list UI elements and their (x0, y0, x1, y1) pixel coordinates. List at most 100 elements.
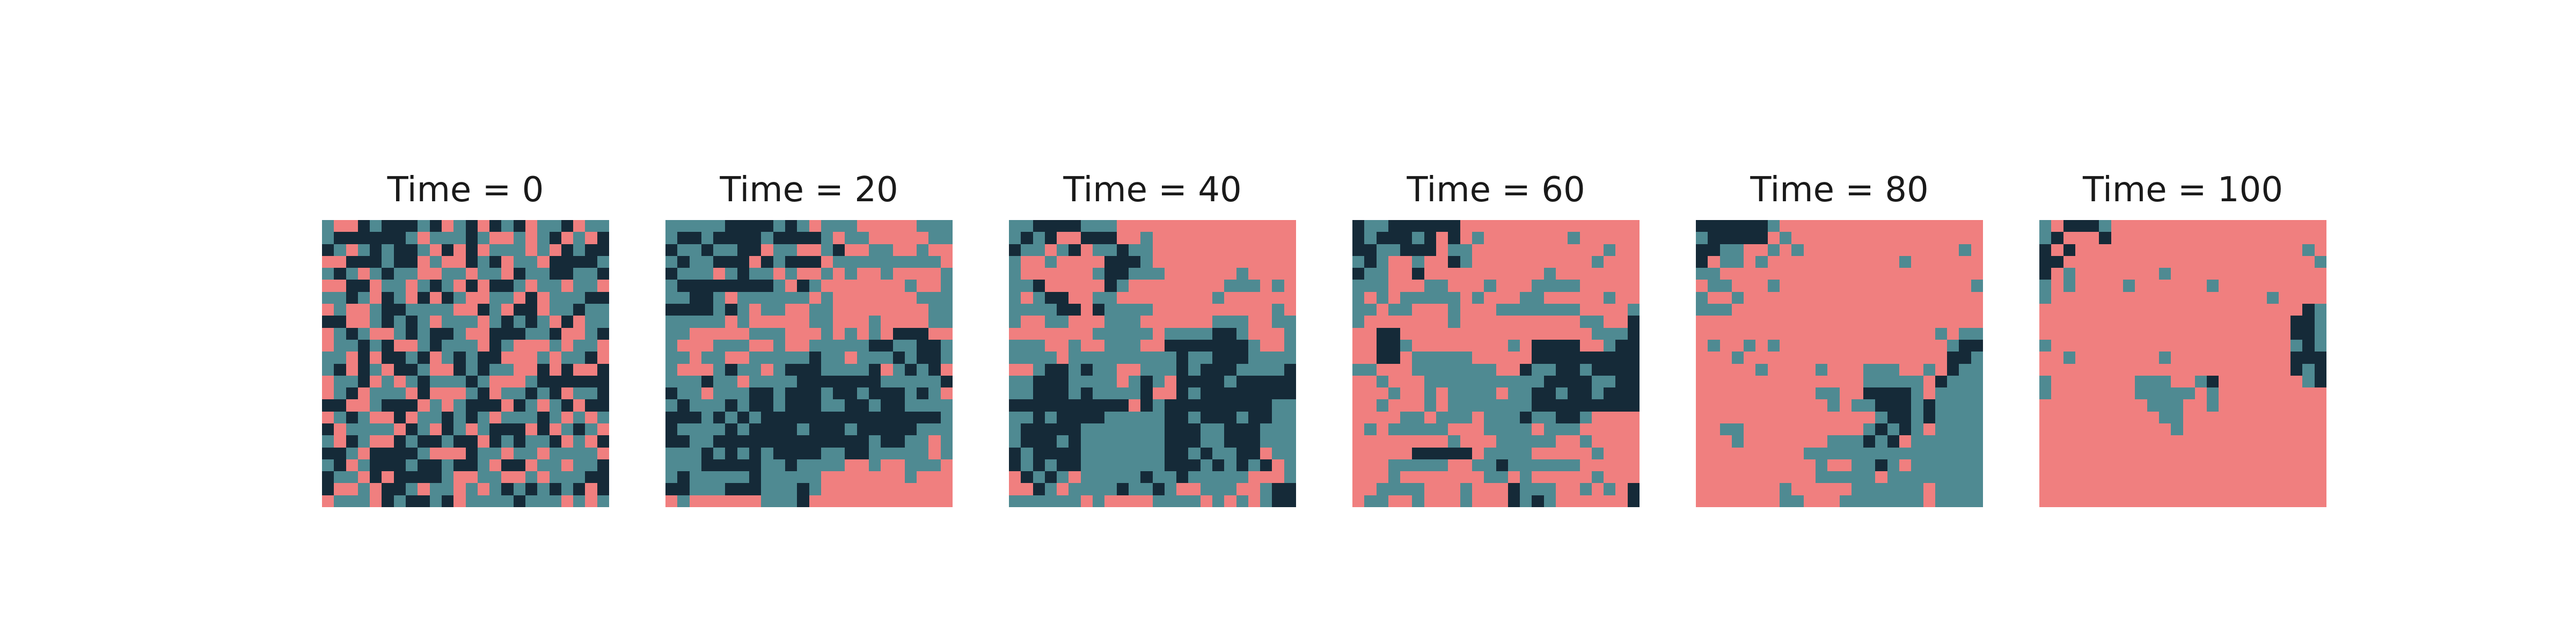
grid-cell (1484, 352, 1496, 364)
grid-cell (1165, 399, 1176, 412)
grid-cell (1033, 316, 1045, 328)
grid-cell (1887, 316, 1899, 328)
grid-cell (1544, 471, 1556, 483)
grid-cell (1851, 304, 1863, 316)
grid-cell (2135, 412, 2147, 423)
grid-cell (1201, 471, 1212, 483)
grid-cell (382, 232, 394, 244)
grid-cell (1935, 220, 1947, 232)
grid-cell (2075, 256, 2087, 268)
grid-cell (749, 471, 761, 483)
grid-cell (1460, 364, 1472, 376)
grid-cell (2302, 304, 2315, 316)
grid-cell (1188, 352, 1201, 364)
grid-cell (773, 399, 785, 412)
grid-cell (1176, 376, 1188, 387)
grid-cell (677, 268, 690, 280)
grid-cell (322, 328, 334, 340)
grid-cell (665, 256, 677, 268)
grid-cell (1496, 244, 1508, 256)
grid-cell (1592, 232, 1604, 244)
grid-cell (1851, 340, 1863, 352)
grid-cell (1188, 316, 1201, 328)
grid-cell (749, 292, 761, 304)
grid-cell (1236, 471, 1248, 483)
grid-cell (2063, 280, 2075, 292)
grid-cell (857, 232, 869, 244)
grid-cell (346, 244, 358, 256)
grid-cell (1057, 268, 1069, 280)
grid-cell (1093, 387, 1104, 399)
grid-cell (1224, 268, 1236, 280)
grid-cell (1272, 483, 1284, 495)
grid-cell (2111, 220, 2123, 232)
grid-cell (1248, 316, 1260, 328)
grid-cell (1508, 423, 1520, 435)
grid-cell (1496, 316, 1508, 328)
grid-cell (1472, 471, 1484, 483)
grid-cell (1887, 471, 1899, 483)
grid-cell (1959, 387, 1971, 399)
grid-cell (550, 352, 561, 364)
grid-cell (2159, 448, 2171, 459)
grid-cell (893, 387, 905, 399)
grid-cell (1460, 280, 1472, 292)
grid-cell (1947, 495, 1959, 507)
grid-cell (1935, 483, 1947, 495)
grid-cell (1732, 423, 1744, 435)
grid-cell (941, 387, 953, 399)
grid-cell (1069, 412, 1081, 423)
grid-cell (2195, 244, 2207, 256)
grid-cell (466, 292, 478, 304)
grid-cell (1201, 220, 1212, 232)
grid-cell (2207, 232, 2219, 244)
grid-cell (597, 256, 609, 268)
grid-cell (1176, 232, 1188, 244)
grid-cell (2231, 495, 2243, 507)
grid-cell (1081, 256, 1093, 268)
grid-cell (1720, 256, 1732, 268)
grid-cell (322, 471, 334, 483)
grid-cell (1069, 495, 1081, 507)
grid-cell (2255, 364, 2267, 376)
grid-cell (1615, 471, 1628, 483)
grid-cell (1021, 352, 1033, 364)
grid-cell (489, 220, 501, 232)
grid-cell (1816, 268, 1827, 280)
grid-cell (737, 292, 749, 304)
grid-cell (430, 423, 442, 435)
grid-cell (1201, 483, 1212, 495)
grid-cell (501, 232, 514, 244)
grid-cell (2243, 448, 2255, 459)
grid-cell (1508, 435, 1520, 448)
grid-cell (1899, 471, 1911, 483)
grid-cell (2315, 268, 2326, 280)
grid-cell (2243, 459, 2255, 471)
grid-cell (1804, 412, 1816, 423)
grid-cell (1520, 316, 1532, 328)
grid-cell (821, 244, 833, 256)
grid-cell (489, 387, 501, 399)
grid-cell (1923, 459, 1935, 471)
grid-cell (1863, 316, 1875, 328)
grid-cell (941, 364, 953, 376)
grid-cell (1057, 448, 1069, 459)
grid-cell (478, 220, 489, 232)
grid-cell (1104, 376, 1117, 387)
grid-cell (334, 376, 346, 387)
grid-cell (1532, 459, 1544, 471)
grid-cell (1791, 459, 1804, 471)
grid-cell (1604, 448, 1615, 459)
grid-cell (2159, 256, 2171, 268)
grid-cell (1615, 387, 1628, 399)
grid-cell (334, 280, 346, 292)
grid-cell (677, 256, 690, 268)
grid-cell (453, 483, 466, 495)
grid-cell (1496, 292, 1508, 304)
grid-cell (773, 423, 785, 435)
grid-cell (370, 459, 382, 471)
grid-cell (749, 483, 761, 495)
grid-cell (1448, 459, 1460, 471)
grid-cell (1520, 483, 1532, 495)
grid-cell (677, 292, 690, 304)
